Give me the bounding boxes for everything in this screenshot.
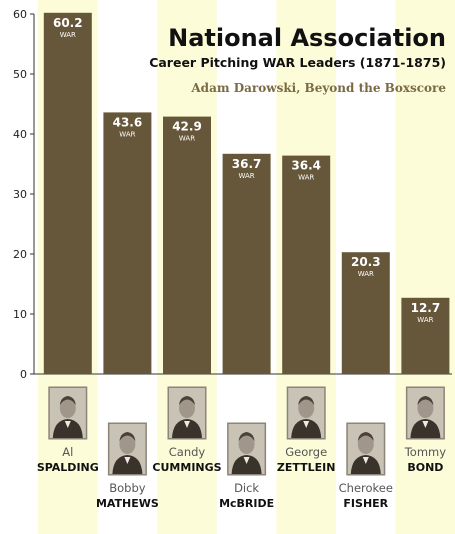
player-card: Candy CUMMINGS: [152, 386, 222, 474]
player-card: George ZETTLEIN: [277, 386, 336, 474]
portrait-photo: [346, 422, 386, 476]
player-last-name: MATHEWS: [96, 497, 159, 510]
chart-credit: Adam Darowski, Beyond the Boxscore: [190, 81, 446, 95]
bar-value-label: 42.9: [172, 120, 202, 134]
bar-unit-label: WAR: [179, 135, 195, 143]
player-first-name: Dick: [234, 481, 259, 495]
title-block: National Association Career Pitching WAR…: [149, 24, 446, 95]
bar: [43, 12, 92, 375]
bar-unit-label: WAR: [60, 31, 76, 39]
bar-unit-label: WAR: [119, 130, 135, 138]
bar-value-label: 60.2: [53, 16, 83, 30]
chart-subtitle: Career Pitching WAR Leaders (1871-1875): [149, 55, 446, 70]
y-tick-label: 20: [13, 248, 27, 261]
player-last-name: BOND: [407, 461, 443, 474]
bar: [282, 155, 331, 374]
chart-title: National Association: [168, 24, 446, 52]
y-tick-label: 0: [20, 368, 27, 381]
player-card: Cherokee FISHER: [339, 422, 393, 510]
bar-unit-label: WAR: [238, 172, 254, 180]
bar: [341, 252, 390, 374]
player-first-name: Bobby: [109, 481, 146, 495]
player-last-name: CUMMINGS: [152, 461, 221, 474]
portrait-photo: [405, 386, 445, 440]
portrait-photo: [286, 386, 326, 440]
portrait-photo: [167, 386, 207, 440]
y-tick-label: 60: [13, 8, 27, 21]
player-first-name: George: [285, 445, 327, 459]
bars: 60.2WAR43.6WAR42.9WAR36.7WAR36.4WAR20.3W…: [43, 12, 450, 375]
player-last-name: SPALDING: [37, 461, 99, 474]
bar-value-label: 20.3: [351, 255, 381, 269]
y-tick-label: 50: [13, 68, 27, 81]
bar: [222, 153, 271, 374]
player-last-name: ZETTLEIN: [277, 461, 336, 474]
player-card: Bobby MATHEWS: [96, 422, 159, 510]
player-card: Dick McBRIDE: [219, 422, 274, 510]
player-last-name: FISHER: [343, 497, 388, 510]
bar: [401, 297, 450, 374]
y-tick-label: 40: [13, 128, 27, 141]
player-card: Tommy BOND: [404, 386, 447, 474]
player-first-name: Candy: [169, 445, 206, 459]
bar-unit-label: WAR: [417, 316, 433, 324]
player-labels: Al SPALDING Bobby MATHEWS Candy CUMMINGS Dick M…: [37, 386, 447, 510]
portrait-photo: [107, 422, 147, 476]
y-tick-label: 10: [13, 308, 27, 321]
bar-unit-label: WAR: [358, 270, 374, 278]
column-stripe: [395, 0, 455, 534]
bar-value-label: 36.4: [291, 159, 321, 173]
bar: [103, 112, 152, 375]
player-first-name: Al: [62, 445, 73, 459]
bar: [163, 116, 211, 374]
bar-value-label: 12.7: [411, 301, 441, 315]
bar-value-label: 36.7: [232, 157, 262, 171]
portrait-photo: [227, 422, 267, 476]
portrait-photo: [48, 386, 88, 440]
bar-unit-label: WAR: [298, 174, 314, 182]
bar-value-label: 43.6: [113, 115, 143, 129]
player-first-name: Cherokee: [339, 481, 393, 495]
player-last-name: McBRIDE: [219, 497, 274, 510]
y-tick-label: 30: [13, 188, 27, 201]
player-first-name: Tommy: [404, 445, 447, 459]
player-card: Al SPALDING: [37, 386, 99, 474]
